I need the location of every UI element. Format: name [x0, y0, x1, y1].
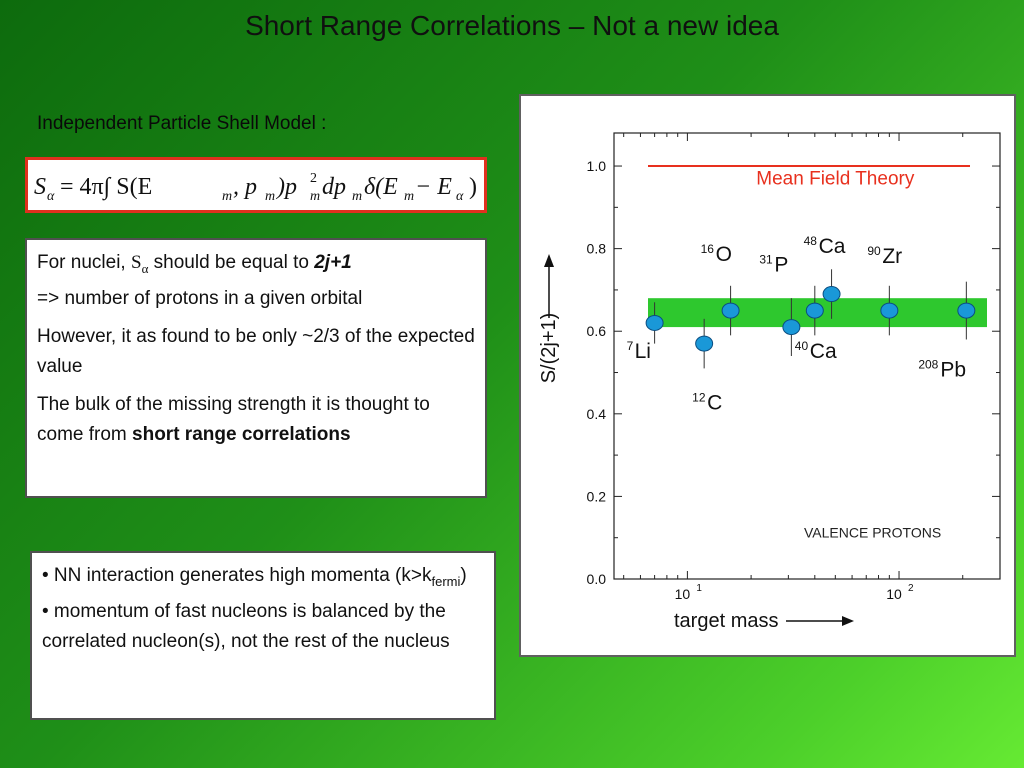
spectroscopic-factor-formula: S α = 4π∫ S(E m , p m )p 2 m dp m δ(E m … — [25, 157, 487, 213]
nucleus-symbol: P — [774, 253, 788, 276]
formula-delta: δ(E — [364, 174, 398, 200]
nucleus-symbol: O — [716, 243, 732, 266]
chart-svg: Mean Field Theory 0.0 0.2 0.4 0.6 0.8 1.0 10 1 10… — [538, 132, 1001, 632]
y-tick-label: 0.4 — [587, 406, 607, 422]
data-point — [880, 302, 899, 319]
formula-alpha-sub: α — [47, 189, 55, 204]
p1-bold: 2j+1 — [314, 252, 352, 273]
shell-model-label: Independent Particle Shell Model : — [37, 113, 327, 134]
bullet-1: • NN interaction generates high momenta … — [42, 561, 484, 597]
x-axis-label: target mass — [674, 610, 778, 632]
x-axis-arrow-head — [842, 616, 854, 626]
data-point — [957, 302, 976, 319]
slide-title: Short Range Correlations – Not a new ide… — [245, 10, 779, 41]
explanation-paragraph-1: For nuclei, Sα should be equal to 2j+1 =>… — [37, 248, 475, 314]
data-point — [805, 302, 824, 319]
formula-m-sub-3: m — [310, 189, 320, 204]
nucleus-symbol: Ca — [810, 340, 837, 363]
bullet-1-sub: fermi — [431, 573, 461, 589]
bullet-1-text: • NN interaction generates high momenta … — [42, 565, 432, 586]
bullet-2: • momentum of fast nucleons is balanced … — [42, 600, 450, 652]
data-point — [695, 335, 714, 352]
y-tick-label: 1.0 — [587, 158, 607, 174]
data-point — [782, 319, 801, 336]
formula-close: ) — [469, 174, 477, 200]
y-tick-label: 0.6 — [587, 323, 607, 339]
y-axis-label: S/(2j+1) — [538, 313, 560, 384]
p1-text-a: For nuclei, — [37, 252, 131, 273]
y-tick-label: 0.0 — [587, 571, 607, 587]
formula-m-sub-4: m — [352, 189, 362, 204]
bullet-1-close: ) — [460, 565, 467, 586]
formula-rhs: = 4π∫ S(E — [60, 174, 152, 201]
formula-m-sub-5: m — [404, 189, 414, 204]
nucleus-symbol: Li — [635, 340, 651, 363]
y-tick-label: 0.8 — [587, 241, 607, 257]
formula-paren-p: )p — [275, 174, 297, 200]
nucleus-symbol: C — [707, 392, 722, 415]
formula-comma-p: , p — [233, 174, 257, 200]
nucleus-mass-number: 208 — [918, 358, 938, 372]
nucleus-mass-number: 48 — [804, 234, 818, 248]
data-point — [822, 286, 841, 303]
bullet-box: • NN interaction generates high momenta … — [30, 551, 496, 720]
y-axis-arrow-head — [544, 254, 554, 267]
formula-svg: S α = 4π∫ S(E m , p m )p 2 m dp m δ(E m … — [34, 171, 477, 204]
nucleus-mass-number: 12 — [692, 391, 706, 405]
p1-symbol-s: S — [130, 252, 142, 273]
x-tick-label-exp: 1 — [696, 583, 702, 594]
mean-field-label: Mean Field Theory — [756, 169, 915, 190]
explanation-paragraph-3: The bulk of the missing strength it is t… — [37, 390, 475, 450]
y-tick-label: 0.2 — [587, 488, 607, 504]
formula-s: S — [34, 174, 46, 200]
data-point — [645, 314, 664, 331]
p1-symbol-alpha: α — [141, 260, 149, 276]
nucleus-mass-number: 40 — [795, 339, 809, 353]
nucleus-mass-number: 7 — [627, 339, 634, 353]
plot-frame — [613, 132, 1001, 580]
x-tick-label-base: 10 — [886, 586, 902, 602]
explanation-paragraph-2: However, it as found to be only ~2/3 of … — [37, 325, 475, 377]
p3-bold: short range correlations — [132, 423, 351, 445]
x-tick-label-exp: 2 — [908, 583, 914, 594]
formula-square: 2 — [310, 171, 317, 186]
p1-text-c: => number of protons in a given orbital — [37, 287, 363, 309]
p3-text-a: The bulk of the missing strength it is t… — [37, 393, 430, 445]
nucleus-mass-number: 31 — [759, 252, 773, 266]
nucleus-symbol: Ca — [819, 235, 846, 258]
nucleus-symbol: Zr — [882, 245, 902, 268]
formula-dp: dp — [322, 174, 346, 200]
spectroscopic-strength-plot: Mean Field Theory 0.0 0.2 0.4 0.6 0.8 1.0 10 1 10… — [519, 94, 1016, 657]
data-point — [721, 302, 740, 319]
nucleus-mass-number: 16 — [701, 242, 715, 256]
formula-m-sub-2: m — [265, 189, 275, 204]
explanation-box: For nuclei, Sα should be equal to 2j+1 =>… — [25, 238, 487, 498]
formula-alpha-sub-2: α — [456, 189, 464, 204]
nucleus-mass-number: 90 — [867, 244, 881, 258]
formula-m-sub-1: m — [222, 189, 232, 204]
p1-text-b: should be equal to — [148, 252, 315, 273]
valence-protons-label: VALENCE PROTONS — [804, 525, 941, 541]
formula-minus-e: − E — [415, 174, 452, 200]
x-tick-label-base: 10 — [675, 586, 691, 602]
nucleus-symbol: Pb — [940, 359, 966, 382]
